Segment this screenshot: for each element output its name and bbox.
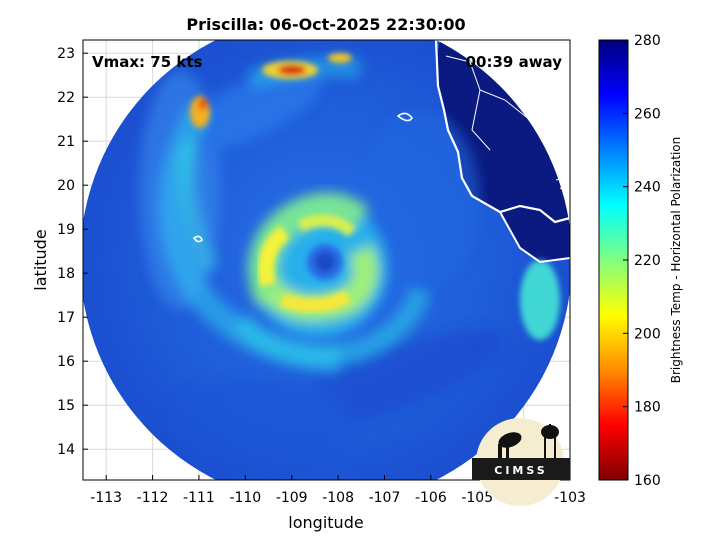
x-tick-label: -112 xyxy=(137,490,169,506)
colorbar-tick-label: 180 xyxy=(634,400,661,416)
y-tick-label: 17 xyxy=(57,310,75,326)
colorbar-tick-label: 240 xyxy=(634,180,661,196)
coastline xyxy=(434,40,570,264)
y-tick-label: 19 xyxy=(57,222,75,238)
y-tick-label: 23 xyxy=(57,46,75,62)
x-tick-label: -106 xyxy=(415,490,447,506)
colorbar-tick-label: 160 xyxy=(634,473,661,489)
cimss-logo: CIMSS xyxy=(472,418,570,506)
x-tick-label: -107 xyxy=(369,490,401,506)
y-tick-label: 15 xyxy=(57,398,75,414)
colorbar-label: Brightness Temp - Horizontal Polarizatio… xyxy=(669,137,683,384)
x-tick-label: -108 xyxy=(322,490,354,506)
x-axis-label: longitude xyxy=(288,513,363,532)
y-tick-label: 16 xyxy=(57,354,75,370)
colorbar-tick-label: 280 xyxy=(634,33,661,49)
y-tick-label: 21 xyxy=(57,134,75,150)
y-tick-label: 22 xyxy=(57,90,75,106)
vmax-label: Vmax: 75 kts xyxy=(92,53,202,71)
island-outlines xyxy=(192,112,413,243)
axes-frame xyxy=(82,39,571,481)
y-axis-label: latitude xyxy=(31,229,50,290)
y-tick-label: 20 xyxy=(57,178,75,194)
microwave-scan xyxy=(83,40,570,480)
y-tick-label: 18 xyxy=(57,266,75,282)
y-axis-ticks: 14 15 16 17 18 19 20 21 22 23 xyxy=(57,46,88,458)
x-tick-label: -111 xyxy=(183,490,215,506)
y-tick-label: 14 xyxy=(57,442,75,458)
x-tick-label: -109 xyxy=(276,490,308,506)
x-tick-label: -103 xyxy=(554,490,586,506)
colorbar-tick-label: 220 xyxy=(634,253,661,269)
logo-text: CIMSS xyxy=(494,464,547,477)
x-tick-label: -113 xyxy=(90,490,122,506)
figure-title: Priscilla: 06-Oct-2025 22:30:00 xyxy=(186,15,465,34)
colorbar-tick-label: 200 xyxy=(634,326,661,342)
x-tick-label: -110 xyxy=(229,490,261,506)
colorbar-ticks: 280 260 240 220 200 180 160 xyxy=(623,33,661,489)
time-away-label: 00:39 away xyxy=(466,53,563,71)
x-tick-label: -105 xyxy=(461,490,493,506)
colorbar-tick-label: 260 xyxy=(634,106,661,122)
